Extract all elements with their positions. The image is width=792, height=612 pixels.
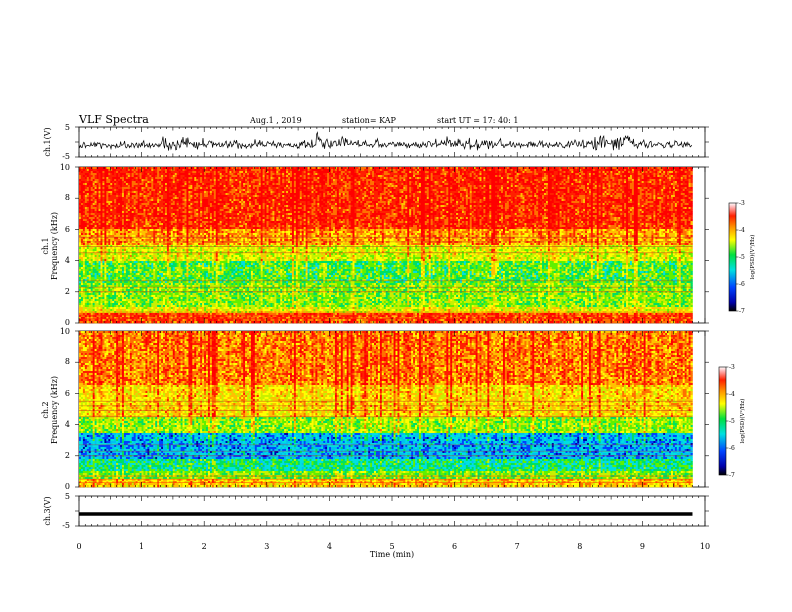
spectrogram-ch2-image [79, 331, 693, 487]
spectrogram-ch2-ytick-10: 10 [60, 327, 70, 336]
spectrogram-ch2-ytick-0: 0 [65, 482, 70, 491]
spectrogram-ch1-ytick-4: 4 [65, 256, 70, 265]
spectrogram-ch1-panel: 0 2 4 6 8 10 ch.1 Frequency (kHz) [41, 163, 709, 327]
colorbar-ch2-label: log(PSD)(V²/Hz) [739, 399, 746, 444]
x-axis: 0 1 2 3 4 5 6 7 8 9 10 Time (min) [76, 542, 710, 559]
waveform-ch3-panel: 5 -5 ch.3(V) [43, 492, 709, 530]
colorbar-ch1-tick-m4: -4 [739, 227, 745, 234]
spectrogram-ch2-ytick-2: 2 [65, 451, 70, 460]
colorbar-ch2-tick-m4: -4 [729, 391, 735, 398]
spectrogram-ch2-panel: 0 2 4 6 8 10 ch.2 Frequency (kHz) [41, 327, 709, 491]
spectrogram-ch1-ytick-8: 8 [65, 193, 70, 202]
vlf-spectra-figure: VLF Spectra Aug.1 , 2019 station= KAP st… [0, 0, 792, 612]
x-tick-label-2: 2 [202, 542, 207, 551]
spectrogram-ch1-ytick-10: 10 [60, 163, 70, 172]
colorbar-ch2: -3 -4 -5 -6 -7 log(PSD)(V²/Hz) [719, 364, 746, 479]
waveform-ch1-ytick-bottom: -5 [62, 152, 70, 161]
x-tick-label-4: 4 [327, 542, 332, 551]
x-tick-label-10: 10 [700, 542, 710, 551]
waveform-ch3-ytick-top: 5 [65, 492, 70, 501]
colorbar-ch1-tick-m7: -7 [739, 308, 745, 315]
colorbar-ch1-tick-m3: -3 [739, 200, 745, 207]
waveform-ch1-ylabel: ch.1(V) [43, 127, 52, 156]
figure-title: VLF Spectra [78, 113, 149, 126]
x-tick-label-7: 7 [515, 542, 520, 551]
spectrogram-ch1-ylabel-channel: ch.1 [41, 237, 50, 254]
spectrogram-ch2-ylabel-channel: ch.2 [41, 401, 50, 418]
x-tick-label-3: 3 [264, 542, 269, 551]
x-tick-label-0: 0 [76, 542, 81, 551]
colorbar-ch1: -3 -4 -5 -6 -7 log(PSD)(V²/Hz) [729, 200, 756, 315]
x-axis-label: Time (min) [370, 550, 414, 559]
station-label: station= KAP [342, 116, 397, 125]
colorbar-ch2-tick-m6: -6 [729, 445, 735, 452]
waveform-ch3-ylabel: ch.3(V) [43, 496, 52, 525]
x-tick-label-6: 6 [452, 542, 457, 551]
waveform-ch3-ytick-bottom: -5 [62, 521, 70, 530]
colorbar-ch1-label: log(PSD)(V²/Hz) [749, 235, 756, 280]
x-tick-label-8: 8 [577, 542, 582, 551]
colorbar-ch1-tick-m5: -5 [739, 254, 745, 261]
waveform-ch1-ytick-top: 5 [65, 123, 70, 132]
spectrogram-ch2-ytick-8: 8 [65, 357, 70, 366]
spectrogram-ch1-ytick-0: 0 [65, 318, 70, 327]
x-tick-label-1: 1 [139, 542, 144, 551]
spectrogram-ch2-ytick-4: 4 [65, 420, 70, 429]
spectrogram-ch2-ytick-6: 6 [65, 389, 70, 398]
spectrogram-ch1-ylabel-frequency: Frequency (kHz) [50, 212, 59, 280]
spectrogram-ch1-ytick-2: 2 [65, 287, 70, 296]
date-label: Aug.1 , 2019 [249, 116, 302, 125]
start-time-label: start UT = 17: 40: 1 [437, 116, 518, 125]
colorbar-ch2-tick-m5: -5 [729, 418, 735, 425]
spectrogram-ch2-ylabel-frequency: Frequency (kHz) [50, 376, 59, 444]
waveform-ch1-panel: 5 -5 ch.1(V) [43, 123, 709, 161]
colorbar-ch2-tick-m3: -3 [729, 364, 735, 371]
x-tick-label-9: 9 [640, 542, 645, 551]
colorbar-ch1-tick-m6: -6 [739, 281, 745, 288]
colorbar-ch2-tick-m7: -7 [729, 472, 735, 479]
spectrogram-ch1-image [79, 167, 693, 323]
spectrogram-ch1-ytick-6: 6 [65, 225, 70, 234]
